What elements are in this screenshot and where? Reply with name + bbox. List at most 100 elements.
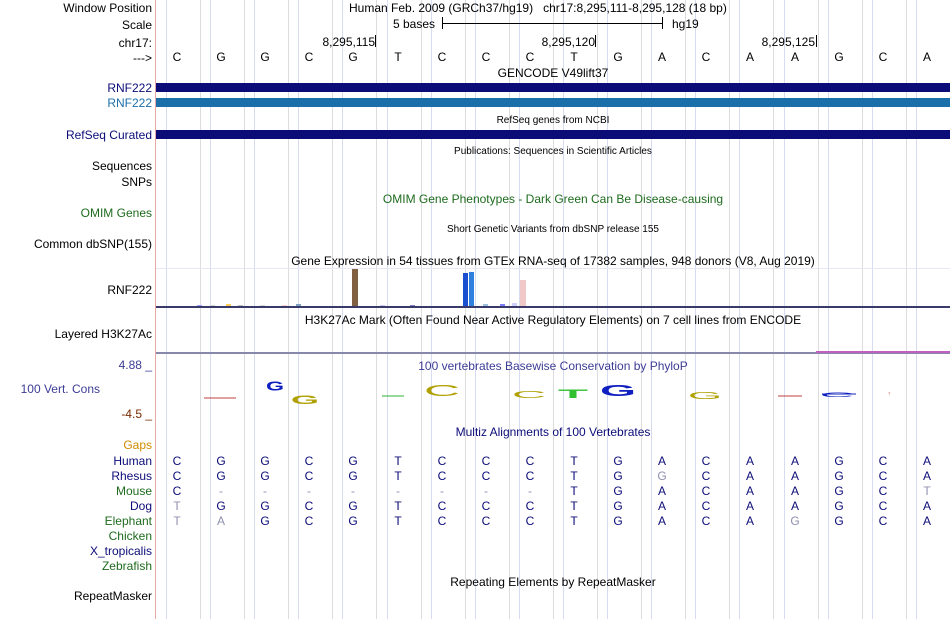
grid-line <box>166 0 167 619</box>
grid-line <box>210 0 211 619</box>
position-label: 8,295,125 <box>761 35 815 49</box>
alignment-base-mouse: T <box>923 484 931 498</box>
gtex-bar[interactable] <box>469 272 474 306</box>
alignment-base-mouse: A <box>657 484 666 498</box>
gene-bar-rnf222[interactable] <box>156 83 950 92</box>
alignment-base-human: C <box>304 454 314 468</box>
alignment-base-mouse: C <box>172 484 182 498</box>
alignment-base-rhesus: C <box>878 469 888 483</box>
alignment-base-rhesus: A <box>922 469 931 483</box>
species-label-human[interactable]: Human <box>113 454 152 468</box>
species-label-rhesus[interactable]: Rhesus <box>111 469 152 483</box>
grid-line <box>387 0 388 619</box>
base-letter: G <box>613 50 623 64</box>
species-label-mouse[interactable]: Mouse <box>115 484 152 498</box>
alignment-base-dog: C <box>525 499 535 513</box>
alignment-base-rhesus: C <box>437 469 447 483</box>
track-label-refseq-curated[interactable]: RefSeq Curated <box>65 128 152 142</box>
position-tick <box>816 35 817 47</box>
base-letter: A <box>745 50 754 64</box>
alignment-base-human: C <box>437 454 447 468</box>
multiz-track-title: Multiz Alignments of 100 Vertebrates <box>455 425 651 439</box>
gtex-bar[interactable] <box>483 304 488 306</box>
gtex-bar[interactable] <box>410 305 415 306</box>
gtex-bar[interactable] <box>282 305 287 306</box>
track-label-repeatmasker[interactable]: RepeatMasker <box>73 589 152 603</box>
track-label-100-vert-cons[interactable]: 100 Vert. Cons <box>20 382 100 396</box>
track-label-layered-h3k27ac[interactable]: Layered H3K27Ac <box>54 327 152 341</box>
species-label-chicken[interactable]: Chicken <box>108 529 152 543</box>
phylop-logo[interactable]: G G C C T G G C T <box>156 370 950 416</box>
grid-line <box>685 0 686 619</box>
alignment-base-mouse: A <box>790 484 799 498</box>
alignment-base-rhesus: T <box>570 469 578 483</box>
gtex-bar[interactable] <box>296 304 301 306</box>
phylop-min-label: -4.5 _ <box>121 407 152 421</box>
alignment-base-dog: T <box>173 499 181 513</box>
grid-line <box>773 0 774 619</box>
alignment-base-rhesus: C <box>304 469 314 483</box>
track-label-sequences[interactable]: Sequences <box>91 159 152 173</box>
base-letter: C <box>172 50 182 64</box>
gene-bar-refseq[interactable] <box>156 130 950 139</box>
grid-line <box>376 0 377 619</box>
alignment-base-rhesus: G <box>348 469 358 483</box>
phylop-letter: C <box>512 390 546 401</box>
left-border-line <box>155 0 156 619</box>
gtex-bar[interactable] <box>352 269 358 306</box>
alignment-base-elephant: A <box>922 514 931 528</box>
grid-line <box>244 0 245 619</box>
grid-line <box>342 0 343 619</box>
alignment-base-human: C <box>481 454 491 468</box>
species-label-dog[interactable]: Dog <box>129 499 152 513</box>
alignment-base-rhesus: C <box>701 469 711 483</box>
omim-track-title: OMIM Gene Phenotypes - Dark Green Can Be… <box>382 192 724 206</box>
gtex-bar[interactable] <box>463 273 468 306</box>
gtex-bar[interactable] <box>380 305 385 306</box>
alignment-base-human: C <box>525 454 535 468</box>
alignment-base-mouse: - <box>307 484 311 498</box>
species-label-zebrafish[interactable]: Zebrafish <box>101 559 152 573</box>
h3k27ac-track-title: H3K27Ac Mark (Often Found Near Active Re… <box>304 313 802 327</box>
position-label: 8,295,115 <box>322 35 376 49</box>
gtex-bar[interactable] <box>512 303 517 306</box>
alignment-base-human: G <box>613 454 623 468</box>
base-letter: C <box>304 50 314 64</box>
alignment-base-rhesus: G <box>216 469 226 483</box>
alignment-base-elephant: A <box>745 514 754 528</box>
alignment-base-rhesus: A <box>790 469 799 483</box>
grid-line <box>784 0 785 619</box>
gtex-track-title: Gene Expression in 54 tissues from GTEx … <box>291 254 815 268</box>
alignment-base-elephant: G <box>260 514 270 528</box>
gtex-bar[interactable] <box>260 305 265 306</box>
track-label-rnf222-gtex[interactable]: RNF222 <box>107 283 152 297</box>
track-label-common-dbsnp[interactable]: Common dbSNP(155) <box>33 237 152 251</box>
alignment-base-mouse: G <box>834 484 844 498</box>
track-label-omim-genes[interactable]: OMIM Genes <box>80 206 152 220</box>
alignment-base-human: G <box>216 454 226 468</box>
gtex-bar[interactable] <box>520 280 526 306</box>
repeatmasker-track-title: Repeating Elements by RepeatMasker <box>450 575 656 589</box>
position-label: 8,295,120 <box>541 35 595 49</box>
gtex-bar[interactable] <box>197 305 202 306</box>
alignment-base-dog: T <box>570 499 578 513</box>
species-label-elephant[interactable]: Elephant <box>104 514 152 528</box>
alignment-base-rhesus: T <box>394 469 402 483</box>
alignment-base-elephant: G <box>348 514 358 528</box>
gene-bar-rnf222-2[interactable] <box>156 98 950 107</box>
track-label-gaps[interactable]: Gaps <box>123 438 152 452</box>
gtex-bar[interactable] <box>226 304 231 306</box>
track-label-snps[interactable]: SNPs <box>121 175 152 189</box>
strand-arrow-label: ---> <box>133 51 152 65</box>
track-label-rnf222-gencode-2[interactable]: RNF222 <box>107 96 152 110</box>
alignment-base-dog: A <box>790 499 799 513</box>
alignment-base-human: C <box>701 454 711 468</box>
gtex-bar[interactable] <box>500 304 505 306</box>
grid-line <box>509 0 510 619</box>
grid-line <box>739 0 740 619</box>
species-label-x-tropicalis[interactable]: X_tropicalis <box>89 544 152 558</box>
gtex-bar[interactable] <box>210 305 215 306</box>
track-label-rnf222-gencode[interactable]: RNF222 <box>107 81 152 95</box>
gtex-bar[interactable] <box>238 305 243 306</box>
